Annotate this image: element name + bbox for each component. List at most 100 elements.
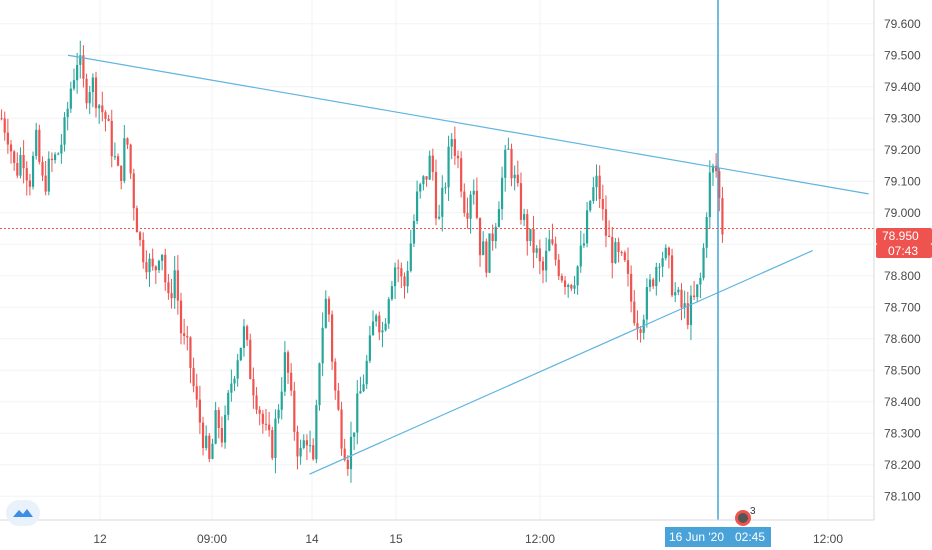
y-tick-label: 78.800 (884, 269, 921, 283)
candle-body (98, 105, 101, 109)
candle-body (519, 183, 523, 220)
candle-body (535, 248, 538, 253)
candle-body (123, 138, 126, 181)
candle-body (626, 260, 630, 274)
candle-body (305, 440, 309, 446)
candle-body (441, 187, 444, 217)
x-tick-label: 15 (389, 532, 403, 546)
candle-body (129, 144, 132, 174)
candle-body (308, 445, 312, 447)
candle-body (551, 239, 554, 244)
candle-body (482, 241, 485, 256)
candle-body (142, 239, 145, 263)
candle-body (302, 440, 305, 448)
candle-body (356, 393, 359, 433)
candle-body (44, 175, 47, 192)
candle-body (463, 191, 466, 214)
y-tick-label: 79.500 (884, 48, 921, 62)
candle-body (157, 260, 161, 271)
candle-body (161, 254, 164, 261)
candle-body (346, 459, 349, 470)
x-tick-label: 12:00 (525, 532, 555, 546)
candle-body (604, 209, 608, 236)
candle-body (220, 428, 224, 443)
candle-body (183, 333, 186, 336)
candle-body (598, 175, 601, 199)
candle-body (138, 232, 142, 240)
y-axis: 79.600 79.500 79.400 79.300 79.200 79.100 79.0… (884, 17, 921, 504)
tradingview-logo-icon[interactable] (6, 500, 40, 526)
candle-body (315, 405, 318, 460)
candle-body (648, 279, 652, 288)
candle-body (113, 156, 116, 158)
candle-body (50, 158, 54, 161)
candle-body (324, 298, 327, 328)
candle-body (645, 287, 648, 320)
candle-body (674, 292, 677, 296)
candle-body (290, 372, 293, 391)
candle-body (38, 129, 41, 162)
candle-body (9, 144, 13, 152)
candle-body (28, 180, 32, 187)
candle-body (321, 327, 324, 364)
candle-body (689, 295, 693, 325)
candle-body (409, 243, 412, 271)
trendlines (67, 54, 869, 475)
candle-body (563, 280, 567, 288)
candle-body (387, 299, 390, 324)
y-tick-label: 79.400 (884, 80, 921, 94)
candle-body (148, 258, 151, 273)
candle-body (283, 352, 286, 392)
candle-body (116, 156, 120, 166)
candle-body (334, 361, 337, 391)
candle-body (677, 289, 680, 293)
candle-body (19, 154, 22, 176)
candle-body (126, 138, 129, 145)
candle-body (94, 77, 98, 109)
candle-body (35, 129, 38, 156)
candle-body (683, 303, 686, 308)
candle-body (614, 242, 617, 263)
candle-body (491, 233, 494, 242)
candle-body (541, 261, 545, 271)
candle-body (595, 175, 598, 188)
candle-body (633, 301, 636, 324)
candle-body (485, 241, 488, 273)
candle-body (236, 360, 239, 379)
candle-body (25, 168, 28, 181)
candle-body (497, 209, 501, 227)
candle-body (201, 422, 205, 449)
candle-body (13, 151, 16, 163)
y-tick-label: 78.600 (884, 332, 921, 346)
candle-body (686, 303, 689, 325)
candle-body (164, 254, 167, 283)
candle-body (670, 255, 674, 296)
candle-body (592, 187, 595, 201)
candle-body (227, 392, 230, 415)
candle-body (450, 139, 453, 147)
candle-body (711, 165, 715, 173)
cursor-time-label: 02:45 (735, 530, 765, 544)
candle-body (390, 286, 394, 300)
candle-body (384, 323, 387, 331)
grid (0, 0, 874, 520)
candle-body (88, 92, 91, 104)
candle-body (255, 395, 258, 410)
candle-body (359, 391, 362, 394)
candle-body (425, 176, 428, 180)
x-tick-label: 12 (93, 532, 107, 546)
candle-body (343, 448, 346, 460)
countdown-label: 07:43 (888, 244, 918, 258)
candle-body (526, 214, 529, 242)
candle-body (608, 235, 611, 238)
candle-body (664, 247, 667, 259)
notification-icon[interactable] (733, 508, 753, 528)
candle-body (582, 243, 586, 246)
candle-body (573, 285, 576, 289)
y-tick-label: 78.300 (884, 426, 921, 440)
candle-body (205, 435, 208, 449)
candle-body (708, 172, 711, 218)
candle-body (327, 298, 331, 315)
candle-body (371, 321, 375, 336)
